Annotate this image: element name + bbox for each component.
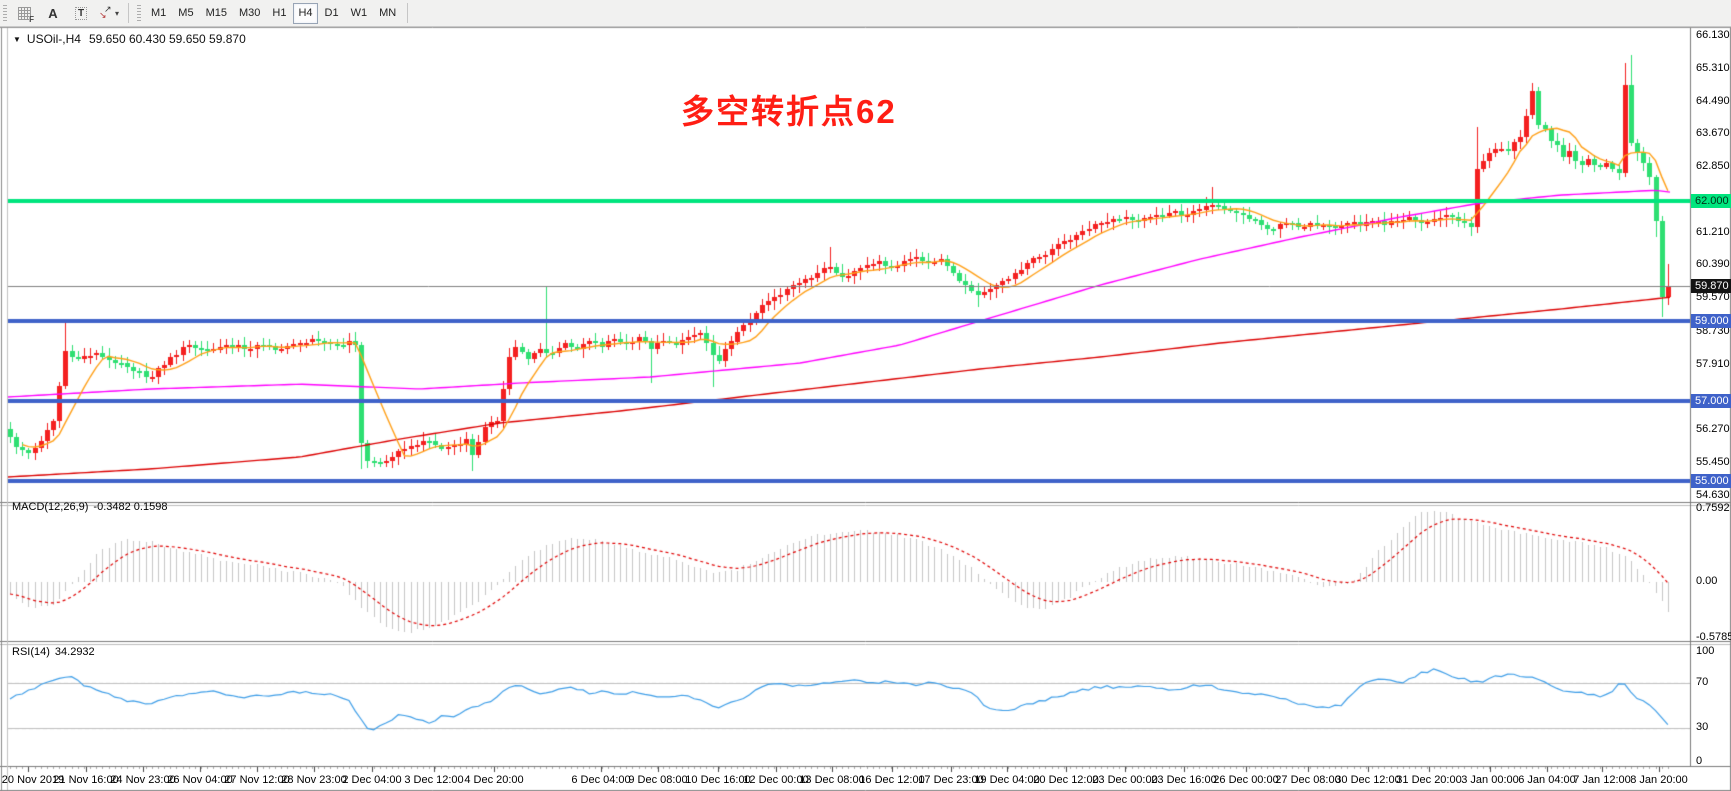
timeframe-d1[interactable]: D1	[324, 7, 339, 19]
toolbar: F A T ↗ ↘ ▾ M1 M5 M15 M30 H1 H4 D1 W1 MN	[0, 0, 1731, 27]
time-axis-label: 3 Jan 00:00	[1461, 774, 1519, 786]
time-axis-label: 27 Dec 08:00	[1275, 774, 1341, 786]
symbol-label: USOil-,H4	[26, 32, 81, 46]
time-axis-label: 26 Nov 04:00	[167, 774, 233, 786]
price-level-badge: 59.000	[1691, 314, 1731, 329]
toolbar-separator	[128, 3, 129, 23]
time-axis-label: 23 Dec 16:00	[1151, 774, 1217, 786]
timeframe-m30[interactable]: M30	[238, 7, 261, 19]
timeframe-m5[interactable]: M5	[178, 7, 194, 19]
time-axis-label: 7 Jan 12:00	[1573, 774, 1631, 786]
time-axis-label: 2 Dec 04:00	[342, 774, 402, 786]
grid-icon: F	[18, 6, 34, 24]
arrow-objects-button[interactable]: ↗ ↘ ▾	[95, 3, 123, 24]
time-axis-label: 4 Dec 20:00	[464, 774, 524, 786]
chevron-down-icon: ▼	[13, 35, 21, 44]
arrows-icon: ↗ ↘	[98, 4, 112, 20]
timeframe-m15[interactable]: M15	[205, 7, 227, 19]
chart-symbol-title[interactable]: ▼ USOil-,H4 59.650 60.430 59.650 59.870	[13, 32, 246, 46]
timeframe-w1[interactable]: W1	[350, 7, 368, 19]
rsi-indicator-label: RSI(14) 34.2932	[12, 646, 95, 658]
timeframe-mn[interactable]: MN	[379, 7, 397, 19]
rsi-axis-label: 70	[1696, 675, 1709, 688]
time-axis-label: 31 Dec 20:00	[1396, 774, 1462, 786]
price-axis-label: 57.910	[1696, 357, 1730, 370]
price-level-badge: 62.000	[1691, 194, 1731, 209]
price-axis-label: 61.210	[1696, 225, 1730, 238]
rsi-value: 34.2932	[54, 646, 95, 658]
time-axis-label: 19 Dec 04:00	[974, 774, 1040, 786]
time-axis-label: 17 Dec 23:00	[918, 774, 984, 786]
macd-axis-label: -0.5785	[1696, 630, 1731, 643]
time-axis-label: 3 Dec 12:00	[404, 774, 464, 786]
price-level-badge: 57.000	[1691, 394, 1731, 408]
ohlc-values: 59.650 60.430 59.650 59.870	[88, 32, 246, 46]
time-axis-label: 6 Jan 04:00	[1518, 774, 1576, 786]
timeframe-h1[interactable]: H1	[272, 7, 287, 19]
rsi-axis-label: 0	[1696, 755, 1703, 767]
timeframe-m1[interactable]: M1	[151, 7, 167, 19]
label-tool-icon[interactable]: A	[48, 5, 58, 21]
price-axis-label: 55.450	[1696, 455, 1730, 468]
price-level-badge: 55.000	[1691, 473, 1731, 488]
price-axis-label: 56.270	[1696, 423, 1730, 436]
time-axis-label: 30 Dec 12:00	[1335, 774, 1401, 786]
price-axis-label: 63.670	[1696, 127, 1730, 140]
toolbar-drag-handle[interactable]	[3, 5, 7, 21]
time-axis-label: 24 Nov 23:00	[110, 774, 176, 786]
chevron-down-icon: ▾	[114, 8, 119, 18]
timeframe-h4[interactable]: H4	[293, 2, 318, 24]
price-axis-label: 66.130	[1696, 28, 1730, 41]
time-axis-label: 16 Dec 12:00	[859, 774, 925, 786]
macd-indicator-label: MACD(12,26,9) -0.3482 0.1598	[12, 501, 168, 513]
toolbar-drag-handle[interactable]	[137, 5, 141, 21]
price-axis-label: 64.490	[1696, 94, 1730, 107]
time-axis-label: 20 Nov 2019	[1, 774, 65, 786]
time-axis-label: 12 Dec 00:00	[743, 774, 809, 786]
time-axis-label: 13 Dec 08:00	[799, 774, 865, 786]
macd-axis-label: 0.00	[1696, 575, 1718, 587]
rsi-axis-label: 30	[1696, 721, 1709, 734]
time-axis-label: 6 Dec 04:00	[571, 774, 631, 786]
grid-profile-icon[interactable]: F	[11, 3, 39, 24]
price-axis-label: 62.850	[1696, 160, 1730, 173]
time-axis-label: 10 Dec 16:00	[685, 774, 751, 786]
time-axis-label: 23 Dec 00:00	[1092, 774, 1158, 786]
macd-axis-label: 0.7592	[1696, 502, 1730, 514]
price-axis-label: 60.390	[1696, 258, 1730, 271]
price-axis-label: 59.570	[1696, 291, 1730, 304]
macd-values: -0.3482 0.1598	[93, 501, 168, 513]
chart-annotation-text: 多空转折点62	[681, 93, 897, 130]
time-axis-label: 26 Dec 00:00	[1213, 774, 1279, 786]
price-axis-label: 65.310	[1696, 61, 1730, 74]
time-axis-label: 9 Dec 08:00	[628, 774, 688, 786]
time-axis-label: 8 Jan 20:00	[1630, 774, 1688, 786]
text-tool-icon[interactable]: T	[67, 3, 95, 24]
rsi-axis-label: 100	[1696, 645, 1715, 657]
timeframe-bar: M1 M5 M15 M30 H1 H4 D1 W1 MN	[145, 2, 402, 24]
toolbar-separator	[407, 3, 409, 23]
time-axis-label: 20 Dec 12:00	[1033, 774, 1099, 786]
time-axis-label: 21 Nov 16:00	[53, 774, 119, 786]
price-level-badge: 59.870	[1691, 279, 1731, 294]
time-axis-label: 27 Nov 12:00	[224, 774, 290, 786]
time-axis-label: 28 Nov 23:00	[281, 774, 347, 786]
price-axis-label: 54.630	[1696, 488, 1730, 501]
